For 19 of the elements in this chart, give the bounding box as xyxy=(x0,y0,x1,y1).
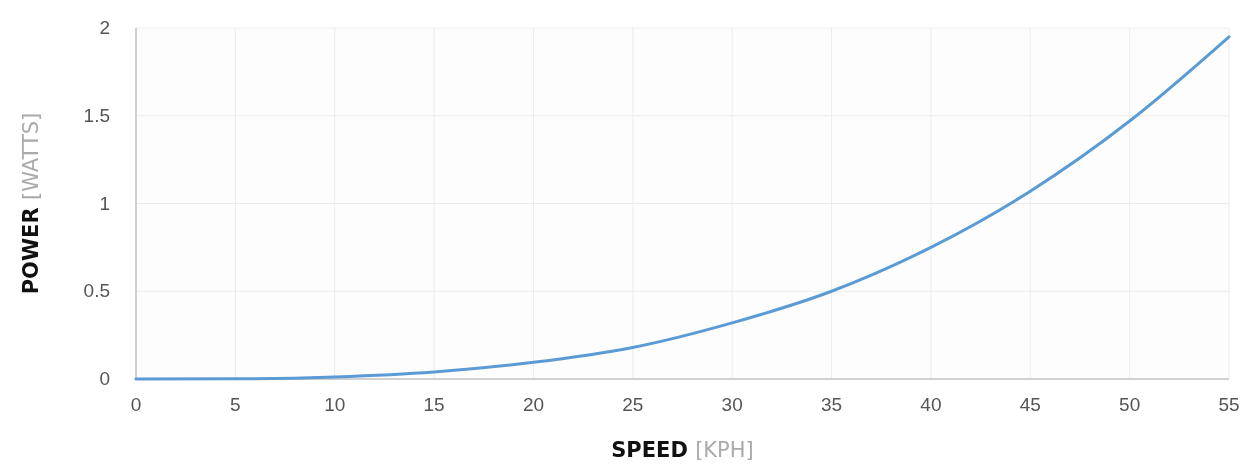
y-tick-label: 0 xyxy=(99,368,110,389)
y-tick-label: 2 xyxy=(99,17,110,38)
x-tick-label: 10 xyxy=(324,394,346,415)
x-tick-label: 55 xyxy=(1218,394,1240,415)
x-tick-label: 15 xyxy=(423,394,445,415)
y-tick-label: 1.5 xyxy=(83,104,110,126)
x-tick-label: 20 xyxy=(522,394,545,415)
x-tick-label: 0 xyxy=(130,394,142,415)
x-tick-label: 30 xyxy=(721,394,743,415)
x-tick-label: 5 xyxy=(230,394,241,415)
x-tick-label: 50 xyxy=(1119,394,1141,415)
y-tick-label: 1 xyxy=(99,192,110,214)
x-tick-label: 25 xyxy=(622,394,644,415)
x-tick-label: 35 xyxy=(820,394,843,415)
y-axis-title: POWER [WATTS] xyxy=(19,112,43,295)
y-tick-label: 0.5 xyxy=(83,280,110,302)
x-tick-label: 40 xyxy=(920,394,942,415)
x-axis-title: SPEED [KPH] xyxy=(611,438,754,462)
x-tick-label: 45 xyxy=(1019,394,1041,415)
